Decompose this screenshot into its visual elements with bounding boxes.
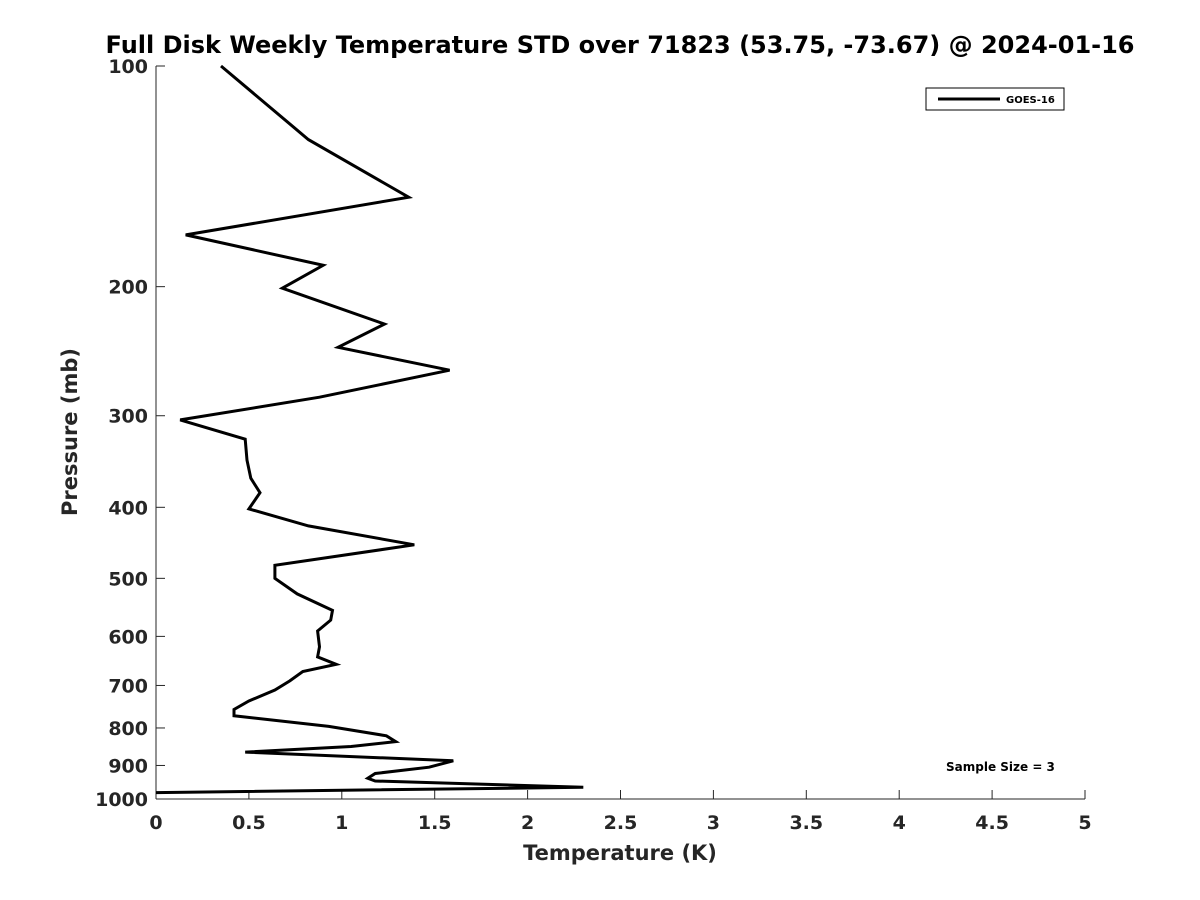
series-line-goes-16 — [155, 64, 584, 795]
y-tick-label: 700 — [108, 675, 148, 697]
x-tick-label: 2 — [521, 812, 534, 834]
legend-entry-goes-16: GOES-16 — [1006, 95, 1055, 106]
y-tick-label: 200 — [108, 277, 148, 299]
y-tick-label: 300 — [108, 406, 148, 428]
x-tick-label: 4 — [893, 812, 906, 834]
y-tick-label: 400 — [108, 497, 148, 519]
x-tick-label: 4.5 — [975, 812, 1009, 834]
y-tick-label: 1000 — [95, 789, 148, 811]
x-tick-label: 0.5 — [232, 812, 266, 834]
x-tick-label: 1 — [335, 812, 348, 834]
y-tick-label: 500 — [108, 568, 148, 590]
x-tick-label: 3.5 — [789, 812, 823, 834]
sample-size-annotation: Sample Size = 3 — [946, 760, 1055, 774]
x-tick-label: 2.5 — [604, 812, 638, 834]
x-tick-label: 3 — [707, 812, 720, 834]
y-tick-label: 100 — [108, 56, 148, 78]
x-axis-label: Temperature (K) — [523, 841, 717, 865]
y-tick-label: 900 — [108, 755, 148, 777]
chart-title: Full Disk Weekly Temperature STD over 71… — [106, 31, 1135, 59]
y-axis-label: Pressure (mb) — [58, 348, 82, 516]
x-tick-label: 5 — [1078, 812, 1091, 834]
axes: 0 0.5 1 1.5 2 2.5 3 3.5 4 4.5 5 100 200 300 400 500 600 7… — [95, 56, 1092, 834]
y-tick-label: 600 — [108, 626, 148, 648]
legend: GOES-16 — [925, 87, 1065, 111]
x-tick-label: 1.5 — [418, 812, 452, 834]
x-tick-label: 0 — [149, 812, 162, 834]
y-tick-label: 800 — [108, 718, 148, 740]
series-group — [155, 64, 584, 795]
